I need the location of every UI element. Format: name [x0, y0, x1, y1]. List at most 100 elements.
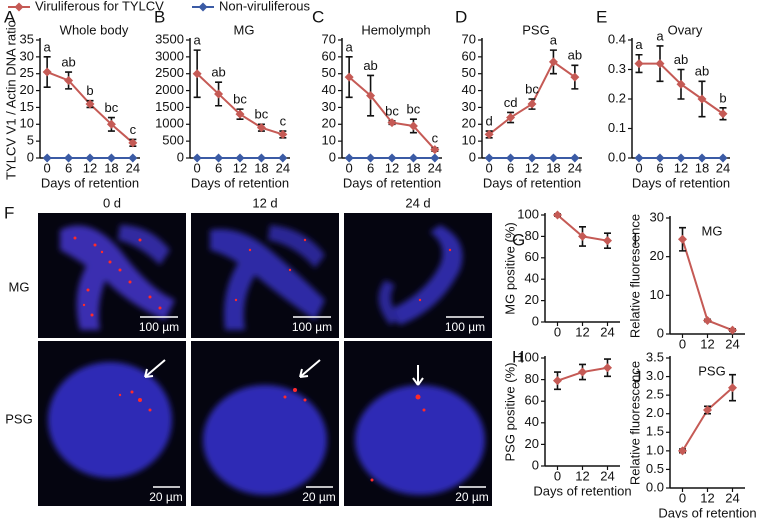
- row-label: MG: [9, 279, 30, 294]
- scale-bar: [140, 316, 486, 488]
- significance-label: bc: [105, 100, 119, 115]
- marker: [676, 153, 686, 163]
- x-tick-label: 6: [656, 160, 663, 175]
- y-tick-label: 25: [20, 65, 34, 80]
- marker: [344, 72, 354, 82]
- marker: [42, 153, 52, 163]
- y-tick-label: 20: [462, 116, 476, 131]
- x-tick-label: 6: [507, 160, 514, 175]
- y-tick-label: 100: [517, 349, 539, 364]
- marker: [85, 153, 95, 163]
- chart-title: PSG: [522, 22, 549, 37]
- x-tick-label: 24: [600, 324, 614, 339]
- y-tick-label: 40: [525, 271, 539, 286]
- significance-label: ab: [211, 65, 225, 80]
- legend-marker: [198, 2, 208, 12]
- marker: [256, 123, 266, 133]
- x-axis-label: Days of retention: [658, 505, 756, 518]
- significance-label: c: [432, 130, 439, 145]
- chart-title: Whole body: [60, 22, 129, 37]
- y-tick-label: 0: [27, 149, 34, 164]
- scale-bar-label: 20 µm: [149, 490, 183, 504]
- significance-label: ab: [695, 64, 709, 79]
- row-label: PSG: [5, 411, 32, 426]
- legend-marker: [14, 2, 24, 12]
- marker: [42, 67, 52, 77]
- x-tick-label: 24: [600, 468, 614, 483]
- marker: [64, 75, 74, 85]
- y-tick-label: 3000: [155, 48, 184, 63]
- y-tick-label: 20: [322, 116, 336, 131]
- marker: [718, 153, 728, 163]
- marker: [570, 72, 580, 82]
- y-tick-label: 40: [525, 414, 539, 429]
- signal: [73, 236, 162, 317]
- y-tick-label: 70: [462, 31, 476, 46]
- x-tick-label: 18: [546, 160, 560, 175]
- y-tick-label: 30: [650, 209, 664, 224]
- significance-label: a: [656, 28, 664, 43]
- x-tick-label: 24: [725, 336, 739, 351]
- x-tick-label: 24: [428, 160, 442, 175]
- panel-letter: G: [512, 230, 525, 249]
- chart-title: MG: [234, 22, 255, 37]
- y-tick-label: 500: [162, 133, 184, 148]
- signal: [418, 248, 452, 302]
- panel-letter: C: [312, 7, 324, 26]
- marker: [344, 153, 354, 163]
- marker: [430, 153, 440, 163]
- y-axis-label: Relative fluorescence: [627, 361, 642, 485]
- y-tick-label: 20: [20, 82, 34, 97]
- x-tick-label: 18: [254, 160, 268, 175]
- x-tick-label: 18: [695, 160, 709, 175]
- y-tick-label: 80: [525, 371, 539, 386]
- y-tick-label: 60: [322, 48, 336, 63]
- y-tick-label: 0.1: [608, 120, 626, 135]
- y-tick-label: 80: [525, 228, 539, 243]
- x-tick-label: 12: [575, 324, 589, 339]
- panel-letter: I: [633, 230, 638, 249]
- signal: [234, 238, 307, 302]
- marker: [366, 153, 376, 163]
- y-tick-label: 0: [657, 325, 664, 340]
- panel-letter: A: [4, 7, 16, 26]
- y-tick-label: 30: [462, 99, 476, 114]
- significance-label: bc: [233, 92, 247, 107]
- marker: [548, 57, 558, 67]
- y-tick-label: 40: [462, 82, 476, 97]
- marker: [655, 59, 665, 69]
- x-tick-label: 12: [525, 160, 539, 175]
- panel-letter: F: [4, 203, 14, 222]
- y-tick-label: 1.0: [646, 442, 664, 457]
- marker: [484, 129, 494, 139]
- marker: [676, 79, 686, 89]
- tissue: [48, 362, 172, 478]
- significance-label: a: [346, 39, 354, 54]
- y-tick-label: 50: [322, 65, 336, 80]
- marker: [387, 153, 397, 163]
- x-axis-label: Days of retention: [41, 175, 139, 190]
- marker: [548, 153, 558, 163]
- y-tick-label: 30: [322, 99, 336, 114]
- significance-label: ab: [674, 52, 688, 67]
- x-tick-label: 0: [554, 324, 561, 339]
- significance-label: bc: [525, 81, 539, 96]
- y-tick-label: 0: [329, 149, 336, 164]
- y-tick-label: 1000: [155, 116, 184, 131]
- x-tick-label: 24: [276, 160, 290, 175]
- marker: [728, 383, 737, 393]
- x-axis-label: Days of retention: [191, 175, 289, 190]
- significance-label: a: [550, 33, 558, 48]
- marker: [214, 153, 224, 163]
- significance-label: b: [719, 90, 726, 105]
- significance-label: bc: [255, 107, 269, 122]
- marker: [703, 315, 712, 325]
- y-tick-label: 70: [322, 31, 336, 46]
- x-tick-label: 12: [575, 468, 589, 483]
- marker: [506, 113, 516, 123]
- line: [488, 60, 576, 136]
- x-tick-label: 0: [679, 490, 686, 505]
- x-tick-label: 0: [194, 160, 201, 175]
- y-tick-label: 0: [177, 149, 184, 164]
- panel-letter: E: [596, 7, 607, 26]
